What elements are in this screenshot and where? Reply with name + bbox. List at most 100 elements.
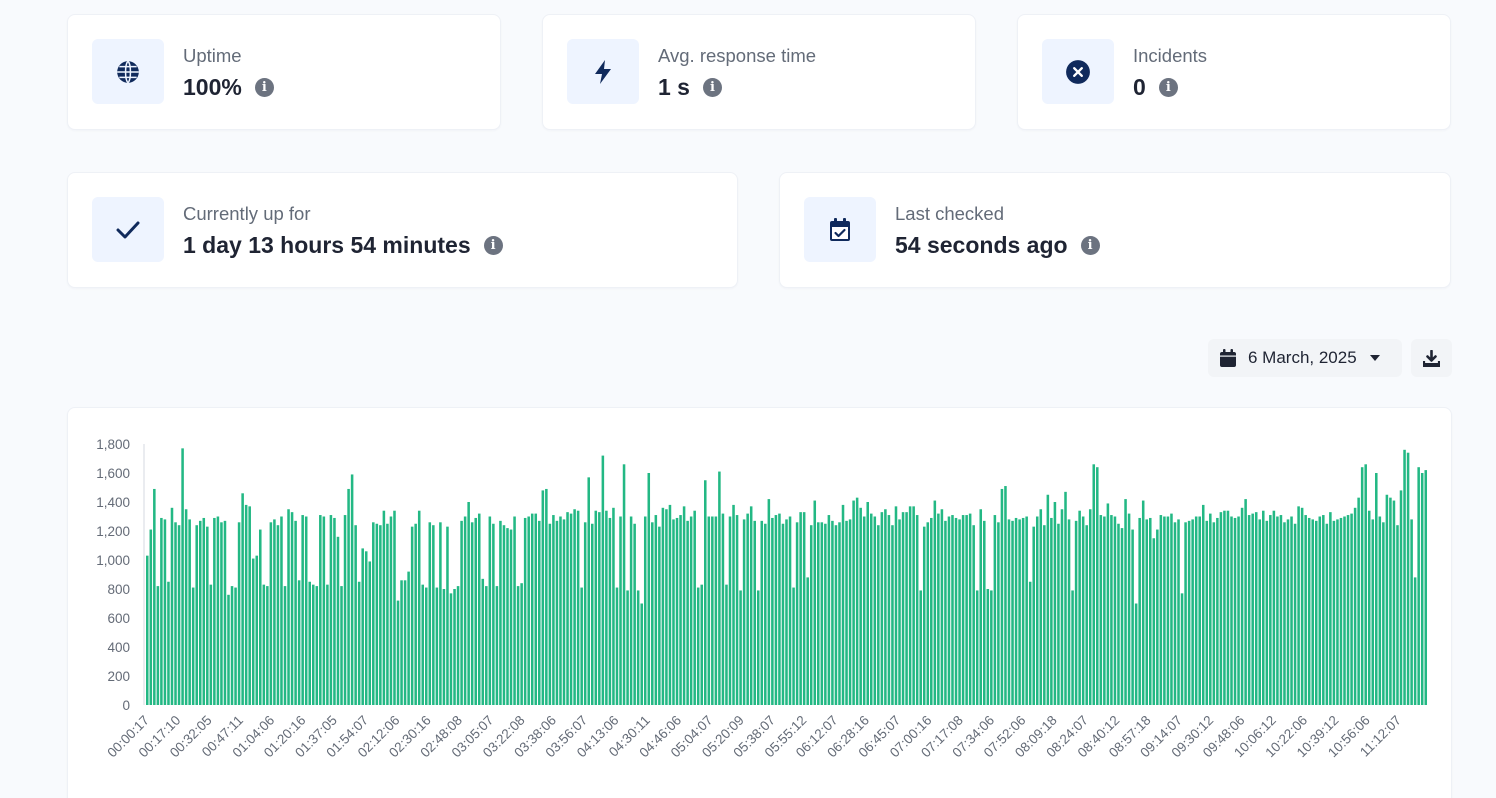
- chart-bar[interactable]: [990, 590, 993, 705]
- chart-bar[interactable]: [460, 520, 463, 705]
- chart-bar[interactable]: [622, 464, 626, 705]
- chart-bar[interactable]: [417, 510, 421, 705]
- chart-bar[interactable]: [485, 586, 488, 705]
- chart-bar[interactable]: [636, 590, 640, 705]
- chart-bar[interactable]: [1357, 497, 1360, 705]
- chart-bar[interactable]: [1085, 525, 1088, 705]
- chart-bar[interactable]: [322, 516, 326, 706]
- chart-bar[interactable]: [785, 519, 788, 705]
- chart-bar[interactable]: [481, 578, 485, 705]
- chart-bar[interactable]: [1297, 506, 1300, 705]
- chart-bar[interactable]: [1106, 503, 1110, 705]
- chart-bar[interactable]: [884, 509, 887, 705]
- chart-bar[interactable]: [234, 587, 237, 705]
- chart-bar[interactable]: [1170, 513, 1173, 705]
- chart-bar[interactable]: [499, 520, 502, 705]
- chart-bar[interactable]: [1343, 516, 1346, 706]
- chart-bar[interactable]: [319, 515, 322, 705]
- chart-bar[interactable]: [1311, 519, 1314, 705]
- chart-bar[interactable]: [1237, 516, 1240, 706]
- date-picker[interactable]: 6 March, 2025: [1208, 339, 1402, 377]
- info-icon[interactable]: i: [254, 77, 274, 97]
- chart-bar[interactable]: [1050, 517, 1053, 705]
- chart-bar[interactable]: [806, 577, 809, 705]
- chart-bar[interactable]: [248, 506, 251, 705]
- chart-bar[interactable]: [753, 520, 756, 705]
- chart-bar[interactable]: [915, 515, 919, 705]
- chart-bar[interactable]: [523, 517, 527, 705]
- chart-bar[interactable]: [937, 513, 940, 705]
- chart-bar[interactable]: [922, 526, 926, 705]
- chart-bar[interactable]: [1096, 467, 1099, 705]
- chart-bar[interactable]: [372, 522, 375, 705]
- chart-bar[interactable]: [1367, 510, 1371, 705]
- chart-bar[interactable]: [1011, 520, 1014, 705]
- chart-bar[interactable]: [382, 510, 386, 705]
- chart-bar[interactable]: [174, 522, 177, 705]
- chart-bar[interactable]: [1378, 516, 1382, 706]
- chart-bar[interactable]: [213, 517, 216, 705]
- chart-bar[interactable]: [407, 571, 410, 705]
- chart-bar[interactable]: [446, 526, 449, 705]
- chart-bar[interactable]: [1184, 522, 1187, 705]
- chart-bar[interactable]: [1350, 513, 1353, 705]
- chart-bar[interactable]: [347, 488, 350, 705]
- chart-bar[interactable]: [410, 526, 414, 705]
- chart-bar[interactable]: [1325, 523, 1329, 705]
- chart-bar[interactable]: [1064, 491, 1067, 705]
- chart-bar[interactable]: [1078, 510, 1081, 705]
- chart-bar[interactable]: [1406, 452, 1410, 705]
- chart-bar[interactable]: [1177, 519, 1180, 705]
- chart-bar[interactable]: [714, 516, 718, 706]
- chart-bar[interactable]: [619, 516, 622, 706]
- chart-bar[interactable]: [357, 581, 361, 705]
- chart-bar[interactable]: [463, 516, 467, 706]
- chart-bar[interactable]: [1353, 507, 1357, 705]
- chart-bar[interactable]: [1307, 517, 1311, 705]
- chart-bar[interactable]: [545, 488, 548, 705]
- chart-bar[interactable]: [361, 548, 364, 705]
- chart-bar[interactable]: [1007, 519, 1011, 705]
- chart-bar[interactable]: [146, 555, 149, 705]
- chart-bar[interactable]: [400, 580, 403, 705]
- chart-bar[interactable]: [202, 517, 206, 705]
- chart-bar[interactable]: [633, 523, 636, 705]
- chart-bar[interactable]: [1156, 529, 1159, 705]
- chart-bar[interactable]: [869, 513, 873, 705]
- chart-bar[interactable]: [1141, 500, 1145, 705]
- chart-bar[interactable]: [700, 584, 704, 705]
- chart-bar[interactable]: [386, 523, 389, 705]
- chart-bar[interactable]: [704, 480, 707, 705]
- chart-bar[interactable]: [587, 477, 590, 705]
- chart-bar[interactable]: [1074, 520, 1078, 705]
- chart-bar[interactable]: [1420, 473, 1424, 705]
- chart-bar[interactable]: [834, 525, 838, 705]
- chart-bar[interactable]: [1410, 519, 1413, 705]
- chart-bar[interactable]: [534, 513, 538, 705]
- chart-bar[interactable]: [1145, 519, 1149, 705]
- chart-bar[interactable]: [1371, 519, 1375, 705]
- chart-bar[interactable]: [831, 520, 834, 705]
- chart-bar[interactable]: [986, 589, 990, 705]
- chart-bar[interactable]: [838, 522, 841, 705]
- info-icon[interactable]: i: [483, 235, 503, 255]
- chart-bar[interactable]: [1283, 522, 1286, 705]
- chart-bar[interactable]: [739, 590, 742, 705]
- chart-bar[interactable]: [506, 528, 509, 705]
- chart-bar[interactable]: [975, 590, 979, 705]
- chart-bar[interactable]: [901, 512, 905, 705]
- chart-bar[interactable]: [898, 519, 901, 705]
- chart-bar[interactable]: [958, 519, 961, 705]
- chart-bar[interactable]: [220, 522, 223, 705]
- chart-bar[interactable]: [251, 558, 255, 705]
- chart-bar[interactable]: [1286, 519, 1290, 705]
- chart-bar[interactable]: [509, 529, 513, 705]
- chart-bar[interactable]: [1092, 464, 1096, 705]
- chart-bar[interactable]: [749, 506, 753, 705]
- chart-bar[interactable]: [1413, 577, 1417, 705]
- chart-bar[interactable]: [866, 502, 869, 705]
- chart-bar[interactable]: [891, 525, 894, 705]
- chart-bar[interactable]: [1223, 510, 1226, 705]
- chart-bar[interactable]: [333, 517, 336, 705]
- chart-bar[interactable]: [1332, 520, 1336, 705]
